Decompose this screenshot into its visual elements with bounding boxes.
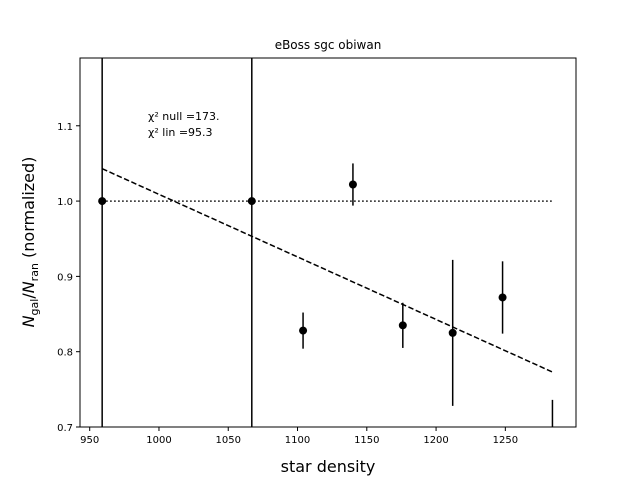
annotation: χ² null =173. bbox=[148, 110, 220, 123]
y-axis-label: Ngal/Nran (normalized) bbox=[19, 157, 41, 328]
x-tick-label: 1150 bbox=[354, 435, 379, 446]
x-axis-label: star density bbox=[281, 457, 376, 476]
chart-title: eBoss sgc obiwan bbox=[275, 38, 382, 52]
data-point bbox=[247, 197, 256, 206]
annotation: χ² lin =95.3 bbox=[148, 126, 213, 139]
y-tick-label: 0.8 bbox=[57, 348, 73, 359]
x-tick-label: 1050 bbox=[216, 435, 241, 446]
plot-area bbox=[98, 58, 554, 427]
data-point bbox=[448, 328, 457, 337]
x-tick-label: 1200 bbox=[423, 435, 448, 446]
fit-line bbox=[101, 168, 553, 373]
y-tick-label: 0.7 bbox=[57, 423, 73, 434]
y-tick-label: 1.0 bbox=[57, 197, 73, 208]
x-tick-label: 1000 bbox=[146, 435, 171, 446]
data-point bbox=[498, 293, 507, 302]
x-tick-label: 1250 bbox=[493, 435, 518, 446]
data-point bbox=[398, 321, 407, 330]
data-point bbox=[348, 180, 357, 189]
axes-frame bbox=[79, 57, 577, 428]
x-tick-label: 950 bbox=[80, 435, 99, 446]
data-point bbox=[299, 326, 308, 335]
y-tick-label: 0.9 bbox=[57, 272, 73, 283]
y-tick-label: 1.1 bbox=[57, 122, 73, 133]
data-point bbox=[98, 197, 107, 206]
x-tick-label: 1100 bbox=[285, 435, 310, 446]
